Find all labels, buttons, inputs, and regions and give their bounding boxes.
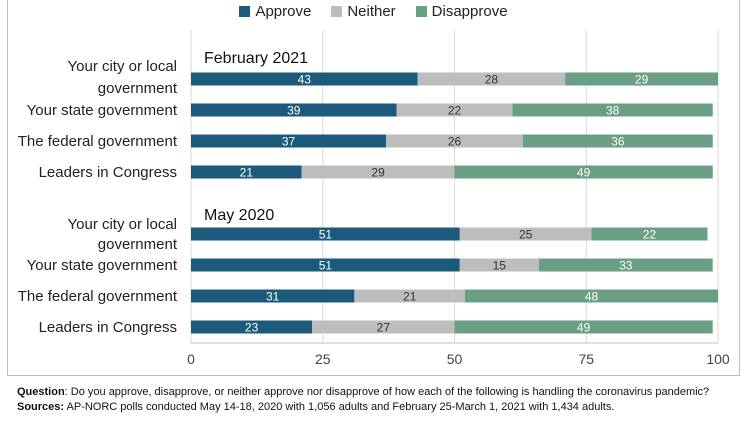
bar-disapprove-1-0 [591,227,708,241]
legend-swatch-neither [331,6,343,17]
x-tick-label-50: 50 [447,351,463,367]
legend-label-neither: Neither [347,3,396,20]
bar-disapprove-1-1 [538,258,713,272]
footnote-question: Question: Do you approve, disapprove, or… [17,385,709,400]
bar-disapprove-0-0 [565,72,718,86]
data-label-approve-0-2: 37 [282,135,296,149]
bar-disapprove-0-2 [523,134,713,148]
bar-neither-1-3 [312,320,455,334]
chart-frame [7,0,740,376]
data-label-neither-1-3: 27 [377,321,391,335]
bar-neither-0-1 [396,103,513,117]
footnote-question-text: : Do you approve, disapprove, or neither… [64,386,710,398]
data-label-approve-1-2: 31 [266,290,280,304]
bar-disapprove-1-2 [465,289,718,303]
footnote-question-label: Question [17,386,65,398]
bar-disapprove-1-3 [454,320,713,334]
category-label-1-1: Your state government [27,257,178,274]
bar-approve-1-2 [191,289,355,303]
bar-neither-0-0 [417,72,566,86]
data-label-neither-1-2: 21 [403,290,417,304]
legend-label-approve: Approve [255,3,312,20]
bar-neither-0-2 [385,134,524,148]
bar-approve-1-0 [191,227,460,241]
chart-legend: Approve Neither Disapprove [0,3,747,20]
data-label-disapprove-1-2: 48 [585,290,599,304]
bar-approve-0-2 [191,134,386,148]
x-tick-label-0: 0 [187,351,195,367]
data-label-disapprove-0-3: 49 [577,166,591,180]
category-label-1-3: Leaders in Congress [39,319,177,336]
category-label-0-1: Your state government [27,102,178,119]
category-label-0-0-line0: Your city or local [68,58,178,75]
x-tick-label-100: 100 [706,351,730,367]
data-label-approve-0-3: 21 [240,166,254,180]
legend-item-disapprove: Disapprove [415,3,508,20]
category-label-0-3: Leaders in Congress [39,164,177,181]
group-title-1: May 2020 [204,207,274,224]
legend-item-neither: Neither [331,3,396,20]
bar-approve-1-1 [191,258,460,272]
data-label-approve-0-0: 43 [298,73,312,87]
stacked-bar-chart: 0 25 50 75 100 February 2021 Your city or loca… [18,30,730,367]
bar-neither-1-1 [459,258,539,272]
data-label-approve-0-1: 39 [287,104,301,118]
data-label-disapprove-1-3: 49 [577,321,591,335]
data-label-neither-0-0: 28 [485,73,499,87]
category-label-0-0-line1: government [98,80,178,97]
bar-disapprove-0-3 [454,165,713,179]
legend-swatch-disapprove [415,6,427,17]
data-label-approve-1-3: 23 [245,321,259,335]
data-label-disapprove-0-0: 29 [635,73,649,87]
data-label-disapprove-1-1: 33 [619,259,633,273]
data-label-approve-1-1: 51 [319,259,333,273]
data-label-neither-0-2: 26 [448,135,462,149]
legend-swatch-approve [239,6,251,17]
bar-disapprove-0-1 [512,103,713,117]
x-tick-label-25: 25 [315,351,331,367]
data-label-disapprove-0-1: 38 [606,104,620,118]
chart-footnote: Question: Do you approve, disapprove, or… [17,385,709,415]
bar-approve-1-3 [191,320,313,334]
footnote-sources-label: Sources: [17,401,65,413]
legend-item-approve: Approve [239,3,311,20]
footnote-sources-text: AP-NORC polls conducted May 14-18, 2020 … [64,401,615,413]
data-label-neither-1-1: 15 [493,259,507,273]
category-label-0-2: The federal government [18,133,178,150]
category-label-1-2: The federal government [18,288,178,305]
group-title-0: February 2021 [204,50,308,67]
bar-neither-1-2 [354,289,466,303]
bar-approve-0-3 [191,165,302,179]
bar-neither-0-3 [301,165,455,179]
bar-approve-0-0 [191,72,418,86]
data-label-disapprove-0-2: 36 [611,135,625,149]
category-label-1-0-line0: Your city or local [68,216,178,233]
footnote-sources: Sources: AP-NORC polls conducted May 14-… [17,400,709,415]
bar-approve-0-1 [191,103,397,117]
data-label-neither-1-0: 25 [519,228,533,242]
legend-label-disapprove: Disapprove [431,3,508,20]
bar-neither-1-0 [459,227,592,241]
data-label-disapprove-1-0: 22 [643,228,657,242]
category-label-1-0-line1: government [98,236,178,253]
data-label-neither-0-3: 29 [371,166,385,180]
data-label-approve-1-0: 51 [319,228,333,242]
x-tick-label-75: 75 [578,351,594,367]
data-label-neither-0-1: 22 [448,104,462,118]
